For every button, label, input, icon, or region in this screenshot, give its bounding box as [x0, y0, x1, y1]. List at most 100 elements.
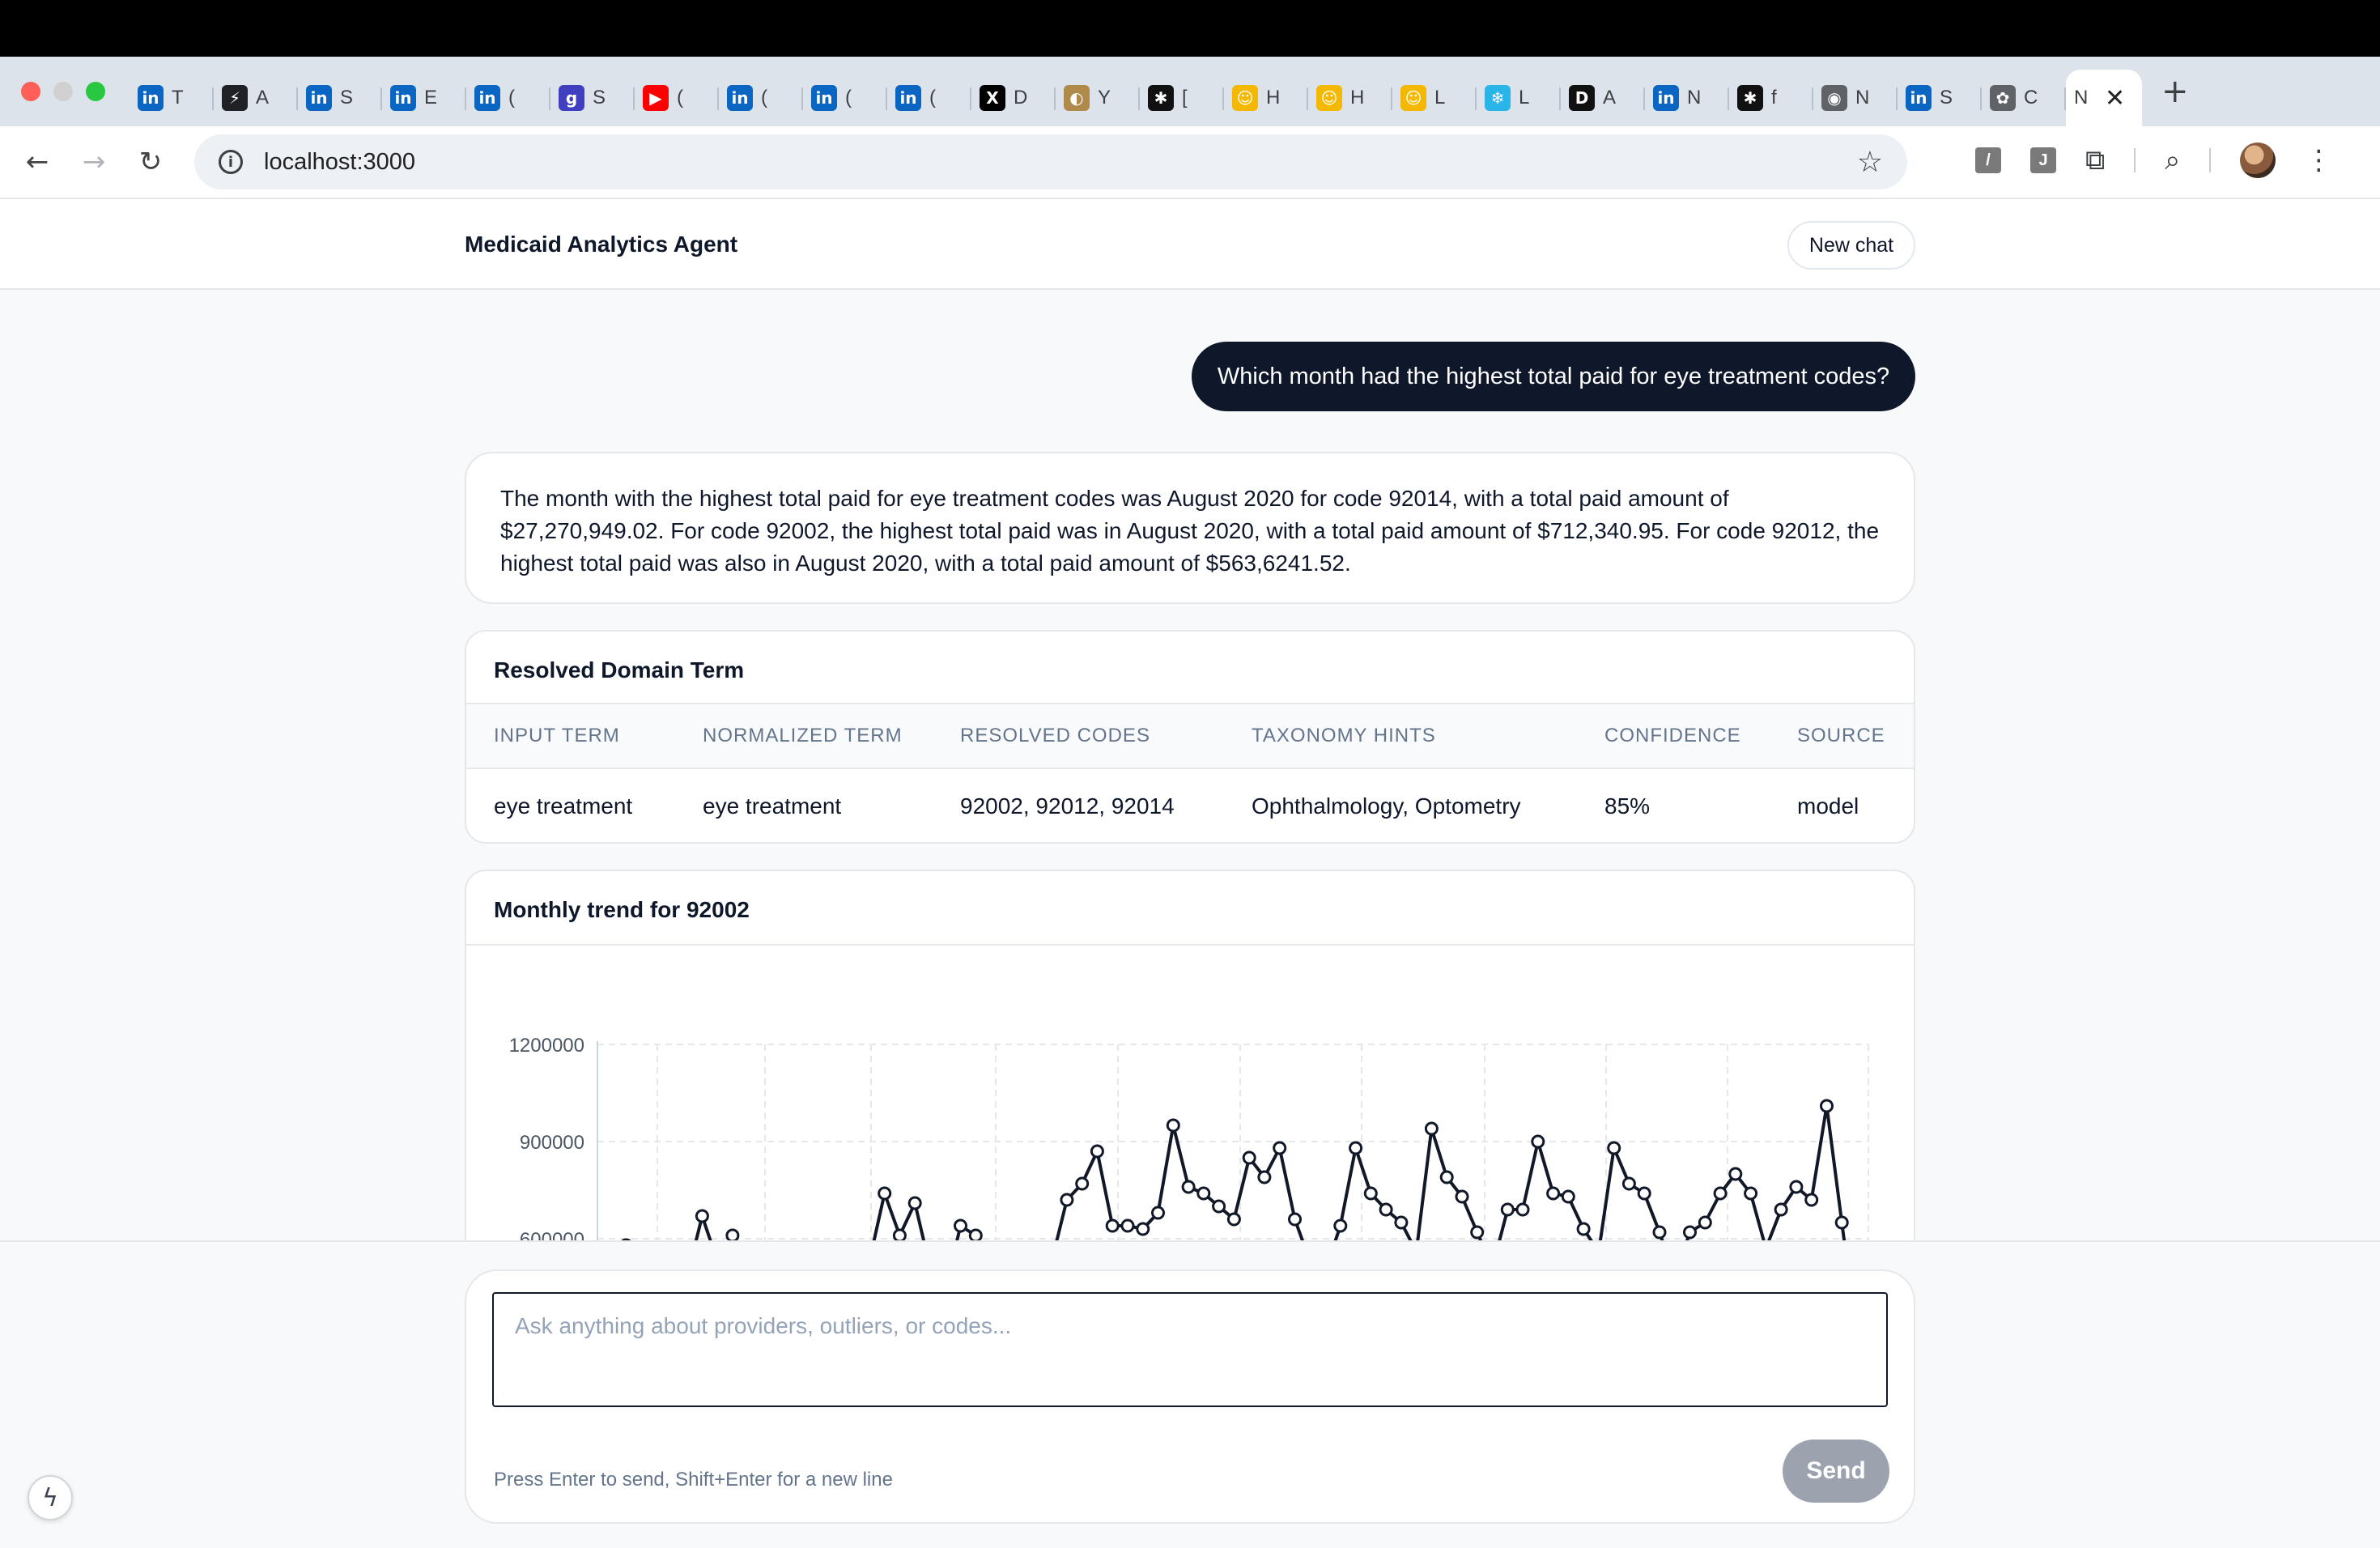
zoom-window-button[interactable]: [86, 82, 105, 101]
tab-active[interactable]: N ✕: [2066, 70, 2142, 126]
new-chat-button[interactable]: New chat: [1787, 221, 1915, 270]
data-point[interactable]: [1804, 1193, 1819, 1207]
data-point[interactable]: [1531, 1134, 1545, 1149]
back-button[interactable]: ←: [25, 146, 49, 178]
data-point[interactable]: [1607, 1141, 1621, 1155]
browser-tab[interactable]: in N: [1645, 70, 1729, 126]
message-input[interactable]: [492, 1292, 1888, 1407]
browser-tab[interactable]: in S: [1898, 70, 1982, 126]
data-point[interactable]: [878, 1186, 892, 1201]
browser-tab[interactable]: ✱ f: [1729, 70, 1813, 126]
browser-tab[interactable]: ✱[: [1140, 70, 1224, 126]
data-point[interactable]: [1683, 1225, 1697, 1240]
browser-tab[interactable]: in T: [130, 70, 214, 126]
new-tab-button[interactable]: +: [2161, 73, 2189, 110]
forward-button[interactable]: →: [82, 146, 106, 178]
data-point[interactable]: [1181, 1180, 1196, 1194]
browser-tab[interactable]: in (: [803, 70, 887, 126]
profile-avatar[interactable]: [2240, 142, 2276, 178]
data-point[interactable]: [1789, 1180, 1804, 1194]
puzzle-extensions-icon[interactable]: ⧉: [2085, 144, 2106, 176]
browser-tab[interactable]: ☺ H: [1308, 70, 1392, 126]
browser-tab[interactable]: ❄ L: [1477, 70, 1561, 126]
browser-tab[interactable]: in (: [887, 70, 971, 126]
data-point[interactable]: [1349, 1141, 1363, 1155]
data-point[interactable]: [1363, 1186, 1378, 1201]
data-point[interactable]: [968, 1228, 983, 1243]
data-point[interactable]: [1105, 1218, 1120, 1233]
data-point[interactable]: [1621, 1176, 1636, 1191]
data-point[interactable]: [1698, 1215, 1712, 1230]
browser-tab[interactable]: ◐ Y: [1056, 70, 1140, 126]
data-point[interactable]: [1820, 1099, 1834, 1113]
extension-j-icon[interactable]: J: [2030, 147, 2056, 173]
browser-tab[interactable]: ☺ L: [1392, 70, 1477, 126]
bookmark-star-icon[interactable]: ☆: [1856, 146, 1883, 179]
data-point[interactable]: [1500, 1202, 1515, 1217]
data-point[interactable]: [1242, 1150, 1256, 1165]
close-tab-icon[interactable]: ✕: [2105, 83, 2126, 113]
data-point[interactable]: [1136, 1222, 1150, 1236]
data-point[interactable]: [725, 1228, 740, 1243]
data-point[interactable]: [1546, 1186, 1561, 1201]
data-point[interactable]: [1196, 1186, 1211, 1201]
data-point[interactable]: [1728, 1167, 1743, 1181]
snowflake-icon: ❄: [1485, 85, 1511, 111]
extension-icon[interactable]: /: [1975, 147, 2001, 173]
data-point[interactable]: [1379, 1202, 1393, 1217]
data-point[interactable]: [1120, 1218, 1135, 1233]
data-point[interactable]: [1288, 1212, 1302, 1227]
browser-tab[interactable]: in (: [466, 70, 550, 126]
composer: Press Enter to send, Shift+Enter for a n…: [465, 1269, 1915, 1524]
data-point[interactable]: [1744, 1186, 1758, 1201]
data-point[interactable]: [1561, 1189, 1575, 1204]
browser-tab[interactable]: ◉ N: [1813, 70, 1898, 126]
data-point[interactable]: [1257, 1170, 1272, 1184]
more-menu-icon[interactable]: ⋮: [2305, 144, 2333, 176]
browser-tab[interactable]: ✿ C: [1982, 70, 2066, 126]
browser-tab[interactable]: ▶(: [635, 70, 719, 126]
data-point[interactable]: [1060, 1193, 1074, 1207]
minimize-window-button[interactable]: [53, 82, 73, 101]
reload-button[interactable]: ↻: [138, 146, 163, 178]
data-point[interactable]: [892, 1228, 907, 1243]
data-point[interactable]: [1713, 1186, 1728, 1201]
data-point[interactable]: [1212, 1199, 1226, 1214]
data-point[interactable]: [1834, 1215, 1849, 1230]
data-point[interactable]: [1166, 1118, 1180, 1133]
data-point[interactable]: [1455, 1189, 1469, 1204]
data-point[interactable]: [907, 1196, 922, 1210]
browser-tab[interactable]: ☺ H: [1224, 70, 1308, 126]
tab-title: L: [1519, 87, 1530, 108]
data-point[interactable]: [1652, 1225, 1667, 1240]
data-point[interactable]: [1424, 1121, 1439, 1136]
data-point[interactable]: [1774, 1202, 1788, 1217]
data-point[interactable]: [1637, 1186, 1651, 1201]
dev-tools-bolt-icon[interactable]: ϟ: [28, 1475, 73, 1520]
tab-search-icon[interactable]: ⌕: [2165, 144, 2181, 176]
data-point[interactable]: [695, 1209, 709, 1223]
data-point[interactable]: [1090, 1144, 1104, 1159]
data-point[interactable]: [1515, 1202, 1530, 1217]
site-info-icon[interactable]: i: [219, 150, 243, 174]
data-point[interactable]: [1226, 1212, 1241, 1227]
browser-tab[interactable]: in S: [298, 70, 382, 126]
send-button[interactable]: Send: [1783, 1440, 1889, 1503]
browser-tab[interactable]: in E: [382, 70, 466, 126]
data-point[interactable]: [1333, 1218, 1348, 1233]
data-point[interactable]: [1576, 1222, 1591, 1236]
address-bar[interactable]: i localhost:3000 ☆: [194, 134, 1907, 189]
data-point[interactable]: [1151, 1206, 1165, 1220]
data-point[interactable]: [1075, 1176, 1090, 1191]
data-point[interactable]: [954, 1218, 967, 1233]
browser-tab[interactable]: ⚡ A: [214, 70, 298, 126]
data-point[interactable]: [1273, 1141, 1287, 1155]
data-point[interactable]: [1439, 1170, 1454, 1184]
data-point[interactable]: [1394, 1215, 1409, 1230]
browser-tab[interactable]: in (: [719, 70, 803, 126]
data-point[interactable]: [1470, 1225, 1485, 1240]
close-window-button[interactable]: [21, 82, 40, 101]
